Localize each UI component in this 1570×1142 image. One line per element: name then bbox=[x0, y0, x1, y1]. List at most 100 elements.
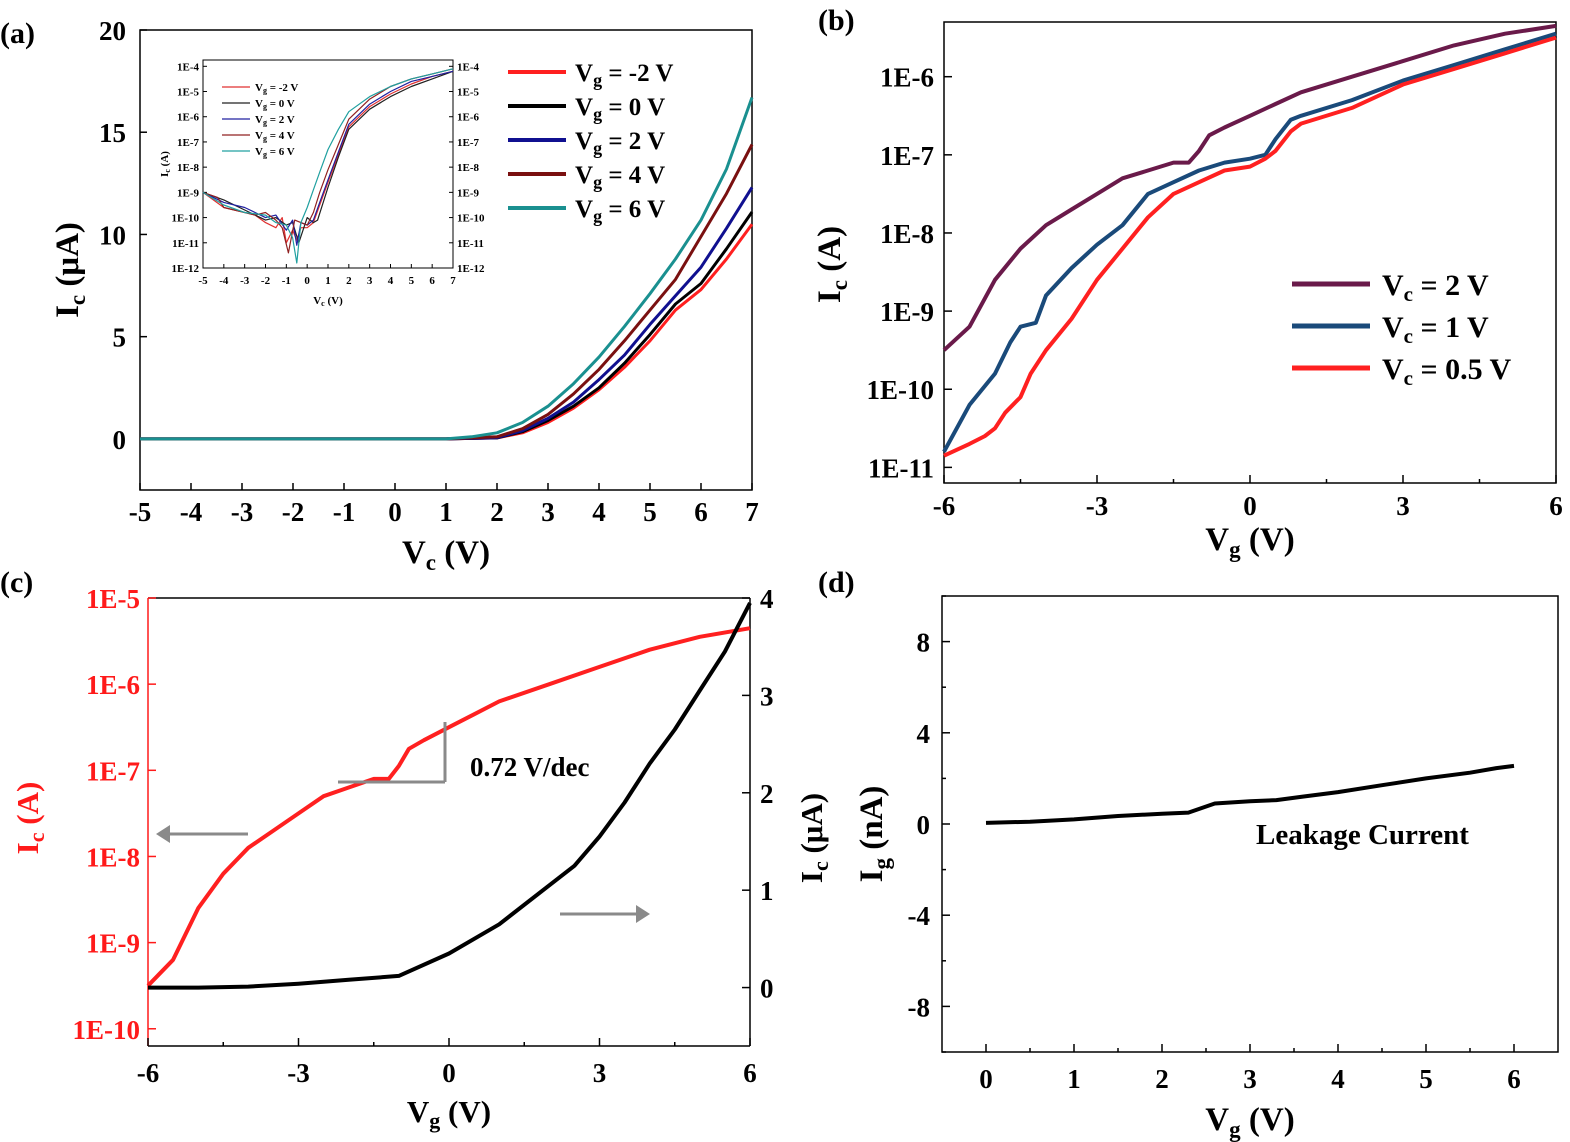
inset-y-tick-label-right: 1E-8 bbox=[457, 162, 480, 174]
y-left-tick-label: 1E-5 bbox=[86, 584, 140, 614]
legend-label: Vc = 0.5 V bbox=[1382, 353, 1512, 390]
panel-label: (b) bbox=[818, 4, 855, 37]
inset-y-tick-label-right: 1E-7 bbox=[457, 137, 480, 149]
y-tick-label: 15 bbox=[99, 118, 126, 148]
inset-y-tick-label-right: 1E-4 bbox=[457, 61, 480, 73]
inset-y-tick-label: 1E-11 bbox=[172, 238, 199, 250]
inset-y-tick-label: 1E-6 bbox=[177, 112, 200, 124]
leakage-annotation: Leakage Current bbox=[1256, 819, 1469, 851]
inset-y-tick-label: 1E-4 bbox=[177, 61, 200, 73]
y-right-tick-label: 3 bbox=[760, 681, 774, 711]
x-tick-label: 3 bbox=[541, 497, 555, 527]
series-line-4 bbox=[140, 96, 754, 441]
inset-x-axis-label: Vc (V) bbox=[313, 295, 343, 308]
x-tick-label: 4 bbox=[1331, 1064, 1345, 1094]
legend-label: Vg = 4 V bbox=[575, 162, 665, 192]
x-tick-label: 4 bbox=[592, 497, 606, 527]
inset-legend-label: Vg = 2 V bbox=[255, 114, 295, 127]
inset-x-tick-label: -5 bbox=[198, 275, 208, 287]
x-tick-label: 7 bbox=[745, 497, 759, 527]
right-axis-arrow-head bbox=[636, 905, 650, 923]
x-tick-label: 3 bbox=[1243, 1064, 1257, 1094]
panel-label: (c) bbox=[0, 566, 33, 599]
y-right-tick-label: 2 bbox=[760, 779, 774, 809]
y-tick-label: -4 bbox=[908, 901, 931, 931]
inset-x-tick-label: 6 bbox=[429, 275, 435, 287]
y-tick-label: -8 bbox=[908, 992, 931, 1022]
inset-x-tick-label: 1 bbox=[325, 275, 331, 287]
x-tick-label: 1 bbox=[1067, 1064, 1081, 1094]
legend-label: Vg = 6 V bbox=[575, 196, 665, 226]
x-tick-label: -2 bbox=[282, 497, 305, 527]
y-tick-label: 0 bbox=[917, 810, 931, 840]
panel-d: 0 1 2 3 4 5 6 -8 -4 0 4 8 (d) Vg (V) Ig (nA) Leakage Cu… bbox=[818, 566, 1559, 1142]
y-left-tick-label: 1E-9 bbox=[86, 929, 140, 959]
y-tick-label: 1E-7 bbox=[880, 141, 934, 171]
x-axis-label: Vc (V) bbox=[402, 535, 490, 575]
panel-b: -6 -3 0 3 6 1E-6 1E-7 1E-8 1E-9 1E-10 1E-11 (b) Vg (… bbox=[812, 4, 1563, 562]
inset-y-tick-label: 1E-5 bbox=[177, 87, 200, 99]
y-right-tick-label: 0 bbox=[760, 974, 774, 1004]
inset-legend-label: Vg = -2 V bbox=[255, 82, 298, 95]
x-tick-label: 2 bbox=[490, 497, 504, 527]
inset-frame bbox=[202, 59, 454, 269]
inset-legend-label: Vg = 4 V bbox=[255, 130, 295, 143]
inset-x-tick-label: 0 bbox=[304, 275, 310, 287]
inset-y-tick-label: 1E-9 bbox=[177, 187, 200, 199]
inset-x-tick-label: -1 bbox=[282, 275, 291, 287]
y-right-tick-label: 1 bbox=[760, 876, 774, 906]
inset-y-tick-label-right: 1E-12 bbox=[457, 263, 485, 275]
y-tick-label: 1E-11 bbox=[868, 453, 934, 483]
inset-x-tick-label: -3 bbox=[240, 275, 250, 287]
panel-c: -6 -3 0 3 6 1E-5 1E-6 1E-7 1E-8 1E-9 1E-10 0 1 2 3 4 (c)… bbox=[0, 566, 833, 1133]
legend-label: Vg = -2 V bbox=[575, 60, 674, 90]
x-tick-label: 0 bbox=[979, 1064, 993, 1094]
inset-y-tick-label: 1E-7 bbox=[177, 137, 200, 149]
series-line-0 bbox=[985, 763, 1515, 825]
series-line-3 bbox=[140, 143, 754, 441]
x-axis-label: Vg (V) bbox=[1205, 1102, 1294, 1142]
x-tick-label: -5 bbox=[129, 497, 152, 527]
panel-label: (a) bbox=[0, 17, 35, 50]
x-tick-label: 6 bbox=[1549, 491, 1563, 521]
y-tick-label: 1E-8 bbox=[880, 219, 934, 249]
inset-x-tick-label: 2 bbox=[346, 275, 352, 287]
inset-x-tick-label: 4 bbox=[388, 275, 394, 287]
slope-annotation: 0.72 V/dec bbox=[470, 752, 590, 782]
x-tick-label: 6 bbox=[1507, 1064, 1521, 1094]
plot-frame bbox=[943, 21, 1557, 484]
x-tick-label: -1 bbox=[333, 497, 356, 527]
series-line-0 bbox=[942, 23, 1557, 352]
y-tick-label: 1E-9 bbox=[880, 297, 934, 327]
x-tick-label: 2 bbox=[1155, 1064, 1169, 1094]
inset-y-tick-label-right: 1E-11 bbox=[457, 238, 484, 250]
inset-x-tick-label: 3 bbox=[367, 275, 373, 287]
inset-series-line-3 bbox=[202, 68, 454, 254]
y-left-tick-label: 1E-7 bbox=[86, 756, 140, 786]
inset-x-tick-label: 5 bbox=[409, 275, 415, 287]
x-tick-label: -4 bbox=[180, 497, 203, 527]
x-tick-label: 0 bbox=[388, 497, 402, 527]
inset-y-tick-label: 1E-10 bbox=[172, 213, 200, 225]
inset-legend-label: Vg = 0 V bbox=[255, 98, 295, 111]
x-axis-label: Vg (V) bbox=[407, 1094, 491, 1133]
y-left-tick-label: 1E-10 bbox=[73, 1015, 141, 1045]
y-tick-label: 1E-6 bbox=[880, 63, 934, 93]
inset-y-tick-label-right: 1E-6 bbox=[457, 112, 480, 124]
legend-label: Vg = 2 V bbox=[575, 128, 665, 158]
inset-y-tick-label-right: 1E-9 bbox=[457, 187, 480, 199]
x-tick-label: -6 bbox=[933, 491, 956, 521]
legend-label: Vc = 2 V bbox=[1382, 269, 1489, 306]
y-tick-label: 0 bbox=[113, 425, 127, 455]
y-axis-label: Ig (nA) bbox=[854, 786, 894, 883]
y-tick-label: 1E-10 bbox=[867, 375, 935, 405]
inset: -5 -4 -3 -2 -1 0 1 2 3 4 5 6 7 1E-4 1E-4 1E-5 1E-5 1E-6 1E… bbox=[159, 59, 485, 308]
series-line-1 bbox=[148, 601, 752, 990]
y-tick-label: 10 bbox=[99, 220, 126, 250]
x-tick-label: 5 bbox=[1419, 1064, 1433, 1094]
y-axis-label: Ic (μA) bbox=[50, 222, 90, 318]
y-right-tick-label: 4 bbox=[760, 584, 774, 614]
inset-series-line-4 bbox=[202, 68, 454, 264]
